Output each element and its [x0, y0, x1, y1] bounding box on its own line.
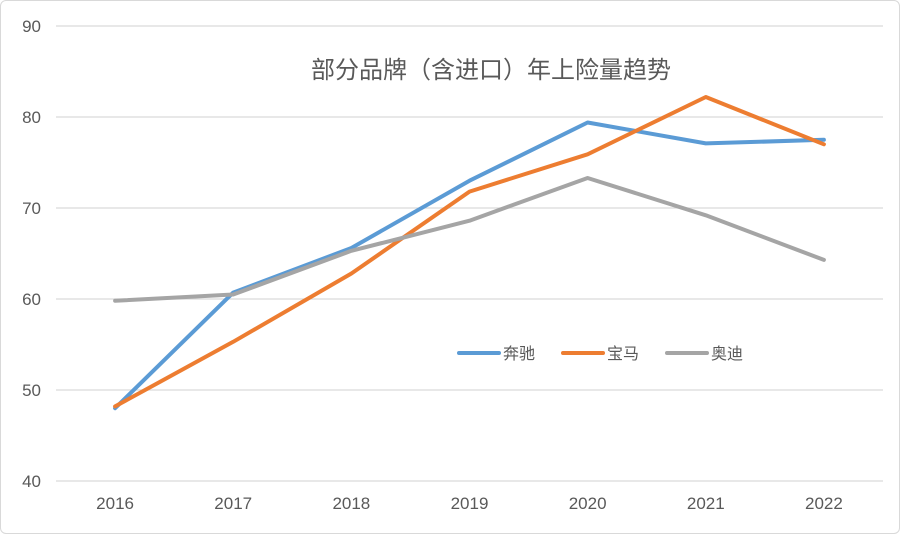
series-line-2 — [113, 176, 826, 303]
y-tick-label: 80 — [22, 108, 41, 127]
y-tick-label: 40 — [22, 472, 41, 491]
y-tick-label: 90 — [22, 17, 41, 36]
chart-title: 部分品牌（含进口）年上险量趋势 — [311, 56, 671, 84]
x-tick-label: 2019 — [451, 494, 489, 513]
series-line-1 — [113, 95, 826, 409]
x-tick-label: 2020 — [569, 494, 607, 513]
legend-label-0: 奔驰 — [503, 344, 535, 363]
series-line-0 — [113, 120, 826, 411]
y-axis-ticks: 40 50 60 70 80 90 — [22, 17, 41, 491]
y-tick-label: 50 — [22, 381, 41, 400]
x-tick-label: 2016 — [96, 494, 134, 513]
x-tick-label: 2018 — [332, 494, 370, 513]
series-lines — [113, 95, 826, 411]
x-axis-ticks: 2016 2017 2018 2019 2020 2021 2022 — [96, 494, 843, 513]
x-tick-label: 2021 — [687, 494, 725, 513]
legend-label-2: 奥迪 — [711, 344, 743, 363]
y-tick-label: 60 — [22, 290, 41, 309]
x-tick-label: 2017 — [214, 494, 252, 513]
legend-label-1: 宝马 — [607, 344, 639, 363]
x-tick-label: 2022 — [805, 494, 843, 513]
gridlines — [56, 25, 883, 482]
legend: 奔驰 宝马 奥迪 — [457, 344, 743, 363]
y-tick-label: 70 — [22, 199, 41, 218]
